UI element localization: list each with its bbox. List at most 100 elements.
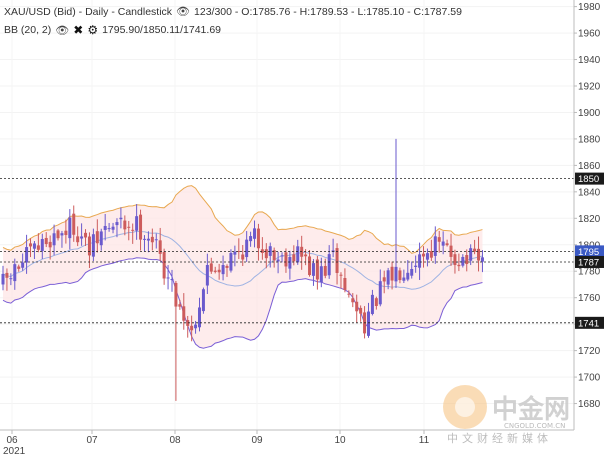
candle <box>319 257 323 288</box>
y-tick-label: 1700 <box>578 373 601 384</box>
bollinger-middle-band <box>2 230 483 290</box>
x-tick-label: 10 <box>334 435 346 446</box>
candle <box>461 254 465 268</box>
candle <box>205 253 209 294</box>
bollinger-upper-band <box>2 185 483 254</box>
candle <box>213 266 217 274</box>
candle <box>1 265 5 291</box>
candle <box>296 239 300 265</box>
candle <box>158 227 162 261</box>
candle <box>91 228 95 262</box>
candle <box>264 243 268 269</box>
candle <box>280 252 284 263</box>
eye-icon[interactable]: 👁 <box>55 24 70 37</box>
candle <box>414 255 418 273</box>
candle <box>25 234 29 274</box>
candles <box>1 138 484 401</box>
candle <box>115 218 119 238</box>
gear-icon[interactable]: ⚙ <box>87 23 99 37</box>
candle <box>40 233 44 259</box>
candle <box>374 296 378 310</box>
price-tag-label: 1850 <box>578 174 599 185</box>
price-tag-label: 1741 <box>578 318 599 329</box>
candle <box>308 250 312 277</box>
candle <box>433 226 437 264</box>
candle <box>245 231 249 262</box>
x-axis: 06 07 08 09 10 11 2021 <box>0 429 574 457</box>
candle <box>68 209 72 250</box>
candle <box>425 248 429 267</box>
candle <box>366 302 370 338</box>
y-tick-label: 1720 <box>578 346 601 357</box>
candle <box>370 289 374 316</box>
candle <box>186 315 190 338</box>
bollinger-band-fill <box>3 185 483 349</box>
y-tick-label: 1940 <box>578 55 601 66</box>
candle <box>241 245 245 267</box>
candle <box>351 293 355 308</box>
watermark-tagline: 中文财经新媒体 <box>447 431 552 445</box>
candle <box>437 230 441 253</box>
candle <box>182 293 186 330</box>
x-tick-label: 11 <box>419 435 430 446</box>
x-tick-label: 08 <box>169 435 181 446</box>
y-tick-label: 1980 <box>578 2 601 13</box>
candle <box>201 287 205 314</box>
legend-indicator: BB (20, 2) 👁 ✖ ⚙ 1795.90/1850.11/1741.69 <box>4 23 221 37</box>
candle <box>398 267 402 284</box>
indicator-name: BB (20, 2) <box>4 24 52 36</box>
candle <box>268 242 272 268</box>
candle <box>95 219 99 253</box>
candle <box>441 231 445 255</box>
candle <box>190 315 194 342</box>
y-tick-label: 1820 <box>578 214 601 225</box>
candle <box>154 233 158 249</box>
close-icon[interactable]: ✖ <box>73 23 84 37</box>
candle <box>217 263 221 280</box>
y-tick-label: 1920 <box>578 82 601 93</box>
candle <box>76 226 80 247</box>
candle <box>36 233 40 253</box>
candle <box>162 248 166 285</box>
candle <box>402 269 406 284</box>
candle <box>131 223 135 244</box>
candle <box>355 294 359 323</box>
eye-icon[interactable]: 👁 <box>176 6 191 18</box>
x-tick-label: 09 <box>251 435 263 446</box>
candle <box>225 264 229 277</box>
candle <box>457 253 461 272</box>
candle <box>382 270 386 294</box>
candle <box>429 239 433 261</box>
candle <box>60 230 64 248</box>
candle <box>315 255 319 290</box>
candle <box>390 261 394 290</box>
candle <box>127 220 131 241</box>
candle <box>146 231 150 253</box>
candle <box>445 239 449 247</box>
candle <box>359 305 363 322</box>
candle <box>229 249 233 273</box>
chart-title: XAU/USD (Bid) - Daily - Candlestick <box>4 5 173 18</box>
candle <box>194 320 198 334</box>
candle <box>339 272 343 289</box>
candle <box>103 214 107 241</box>
y-tick-label: 1840 <box>578 187 601 198</box>
legend-main: XAU/USD (Bid) - Daily - Candlestick 👁 12… <box>4 5 462 19</box>
candle <box>9 273 13 286</box>
y-axis: 1680170017201740176017801800182018401860… <box>573 0 601 430</box>
candle <box>347 290 351 298</box>
candle <box>44 232 48 248</box>
candle <box>135 204 139 240</box>
candle <box>469 244 473 266</box>
candle <box>253 220 257 248</box>
candle <box>111 222 115 234</box>
candle <box>29 238 33 258</box>
candle <box>170 269 174 292</box>
candle <box>260 237 264 260</box>
candle <box>21 253 25 271</box>
price-tag-label: 1795 <box>578 247 599 258</box>
candle <box>64 219 68 244</box>
candle <box>335 243 339 285</box>
